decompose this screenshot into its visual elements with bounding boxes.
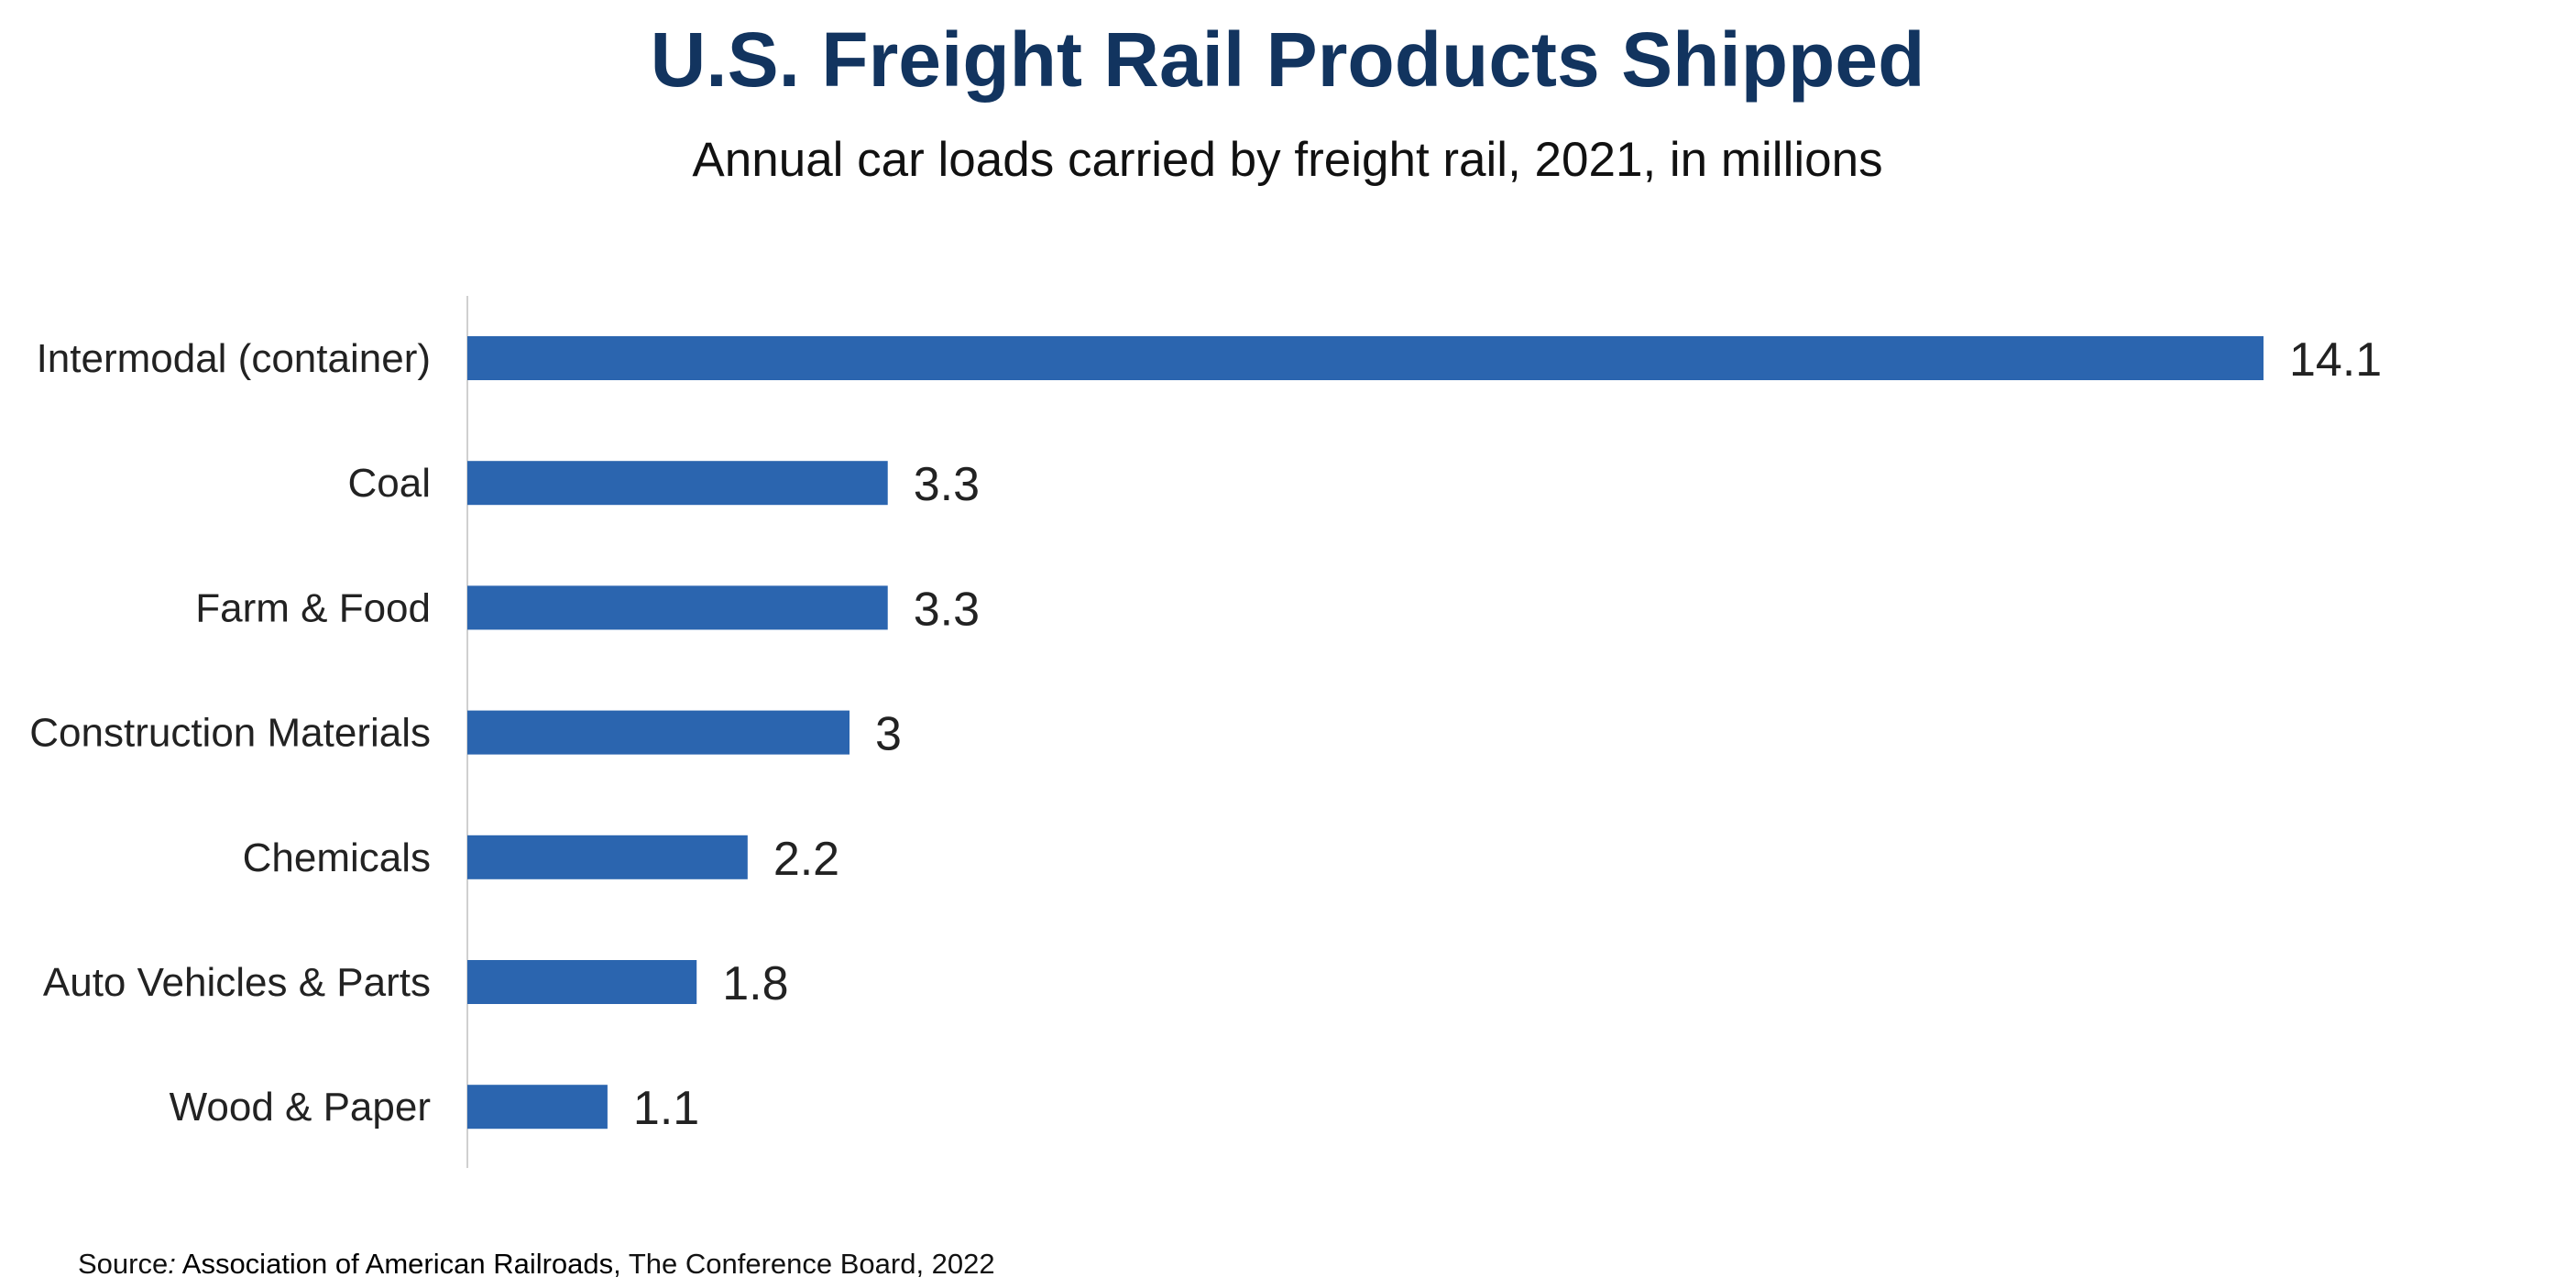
data-label-wood-paper: 1.1 (633, 1082, 699, 1135)
bar-coal (467, 461, 888, 506)
bars-group: Intermodal (container) 14.1 Coal 3.3 Farm & … (29, 333, 2382, 1135)
source-prefix: Source (78, 1248, 168, 1280)
source-colon: : (168, 1248, 176, 1280)
category-label-coal: Coal (348, 461, 432, 506)
source-note: Source: Association of American Railroad… (78, 1248, 995, 1280)
bar-construction-materials (467, 710, 850, 755)
bar-intermodal-container (467, 336, 2264, 380)
category-label-intermodal-container: Intermodal (container) (37, 336, 431, 381)
data-label-chemicals: 2.2 (773, 833, 839, 886)
source-org: Association of American Railroads (176, 1248, 613, 1280)
data-label-auto-vehicles-parts: 1.8 (722, 957, 788, 1010)
category-label-chemicals: Chemicals (243, 835, 431, 880)
data-label-intermodal-container: 14.1 (2289, 333, 2382, 387)
bar-auto-vehicles-parts (467, 960, 697, 1004)
source-rest: , The Conference Board, 2022 (613, 1248, 995, 1280)
bar-wood-paper (467, 1085, 608, 1130)
data-label-coal: 3.3 (914, 458, 980, 511)
bar-chemicals (467, 835, 748, 879)
chart-title: U.S. Freight Rail Products Shipped (651, 16, 1925, 103)
data-label-farm-food: 3.3 (914, 583, 980, 636)
data-label-construction-materials: 3 (875, 708, 902, 761)
category-label-wood-paper: Wood & Paper (170, 1085, 431, 1130)
chart-subtitle: Annual car loads carried by freight rail… (692, 133, 1882, 187)
category-label-construction-materials: Construction Materials (29, 711, 431, 756)
category-label-auto-vehicles-parts: Auto Vehicles & Parts (43, 960, 431, 1005)
bar-farm-food (467, 585, 888, 630)
category-label-farm-food: Farm & Food (195, 585, 431, 630)
